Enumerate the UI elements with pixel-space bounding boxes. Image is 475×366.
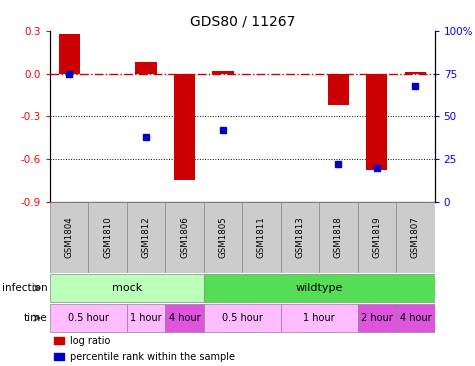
Bar bbox=[204, 202, 242, 273]
Text: percentile rank within the sample: percentile rank within the sample bbox=[70, 352, 235, 362]
Bar bbox=[204, 304, 281, 332]
Text: 1 hour: 1 hour bbox=[304, 313, 335, 323]
Bar bbox=[165, 202, 204, 273]
Bar bbox=[281, 304, 358, 332]
Text: GSM1818: GSM1818 bbox=[334, 216, 343, 258]
Text: GSM1804: GSM1804 bbox=[65, 216, 74, 258]
Text: 4 hour: 4 hour bbox=[169, 313, 200, 323]
Bar bbox=[405, 72, 426, 74]
Text: GSM1812: GSM1812 bbox=[142, 216, 151, 258]
Bar bbox=[135, 62, 157, 74]
Bar bbox=[50, 304, 127, 332]
Title: GDS80 / 11267: GDS80 / 11267 bbox=[190, 15, 295, 29]
Bar bbox=[396, 304, 435, 332]
Text: log ratio: log ratio bbox=[70, 336, 110, 346]
Text: 4 hour: 4 hour bbox=[399, 313, 431, 323]
Text: GSM1805: GSM1805 bbox=[218, 216, 228, 258]
Bar bbox=[396, 202, 435, 273]
Text: GSM1806: GSM1806 bbox=[180, 216, 189, 258]
Bar bbox=[54, 337, 65, 344]
Text: GSM1813: GSM1813 bbox=[295, 216, 304, 258]
Bar bbox=[212, 71, 234, 74]
Bar bbox=[366, 74, 388, 171]
Text: 0.5 hour: 0.5 hour bbox=[68, 313, 109, 323]
Text: mock: mock bbox=[112, 283, 142, 293]
Bar bbox=[165, 304, 204, 332]
Bar bbox=[358, 202, 396, 273]
Text: time: time bbox=[24, 313, 48, 323]
Text: GSM1807: GSM1807 bbox=[411, 216, 420, 258]
Bar bbox=[127, 304, 165, 332]
Bar bbox=[54, 353, 65, 360]
Bar bbox=[319, 202, 358, 273]
Text: infection: infection bbox=[2, 283, 48, 293]
Text: GSM1810: GSM1810 bbox=[103, 216, 112, 258]
Bar bbox=[50, 202, 88, 273]
Bar bbox=[50, 274, 204, 302]
Bar bbox=[58, 34, 80, 74]
Bar bbox=[242, 202, 281, 273]
Text: 1 hour: 1 hour bbox=[130, 313, 162, 323]
Text: GSM1811: GSM1811 bbox=[257, 216, 266, 258]
Text: 2 hour: 2 hour bbox=[361, 313, 393, 323]
Text: 0.5 hour: 0.5 hour bbox=[222, 313, 263, 323]
Text: wildtype: wildtype bbox=[295, 283, 343, 293]
Bar bbox=[174, 74, 195, 180]
Bar bbox=[88, 202, 127, 273]
Text: GSM1819: GSM1819 bbox=[372, 217, 381, 258]
Bar bbox=[204, 274, 435, 302]
Bar bbox=[328, 74, 349, 105]
Bar bbox=[281, 202, 319, 273]
Bar bbox=[127, 202, 165, 273]
Bar bbox=[358, 304, 396, 332]
